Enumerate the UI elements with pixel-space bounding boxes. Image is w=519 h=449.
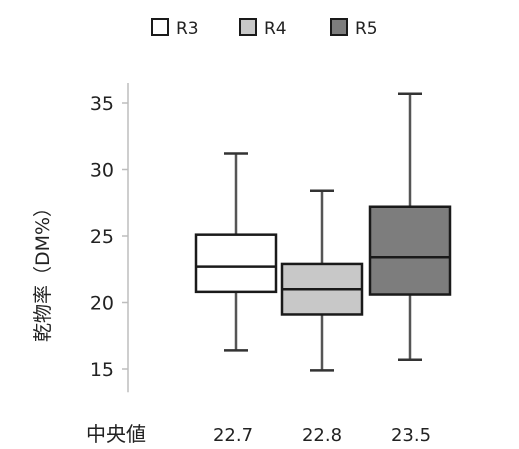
legend-label-R5: R5	[355, 19, 378, 39]
legend-item-R4: R4	[239, 18, 287, 39]
legend-swatch-R5	[330, 18, 348, 36]
median-row: 中央値 22.7 22.8 23.5	[86, 422, 431, 446]
legend-label-R4: R4	[264, 19, 287, 39]
y-tick-label-35: 35	[90, 93, 114, 115]
median-value-R4: 22.8	[302, 425, 342, 446]
y-tick-label-20: 20	[90, 293, 114, 315]
y-axis-title: 乾物率（DM%）	[32, 198, 54, 342]
legend-label-R3: R3	[176, 19, 199, 39]
legend-swatch-R3	[151, 18, 169, 36]
box-rect-R3	[194, 233, 278, 294]
median-row-label: 中央値	[86, 422, 146, 446]
y-tick-label-30: 30	[90, 160, 114, 182]
box-R5	[368, 92, 452, 361]
legend-item-R5: R5	[330, 18, 378, 39]
median-value-R5: 23.5	[391, 425, 431, 446]
y-axis: 15 20 25 30 35	[90, 83, 129, 393]
legend-item-R3: R3	[151, 18, 199, 39]
box-R4	[280, 189, 364, 372]
median-value-R3: 22.7	[213, 425, 253, 446]
box-R3	[194, 152, 278, 352]
legend-swatch-R4	[239, 18, 257, 36]
y-tick-label-15: 15	[90, 359, 114, 381]
y-tick-label-25: 25	[90, 226, 114, 248]
boxes	[194, 92, 452, 372]
legend: R3 R4 R5	[151, 18, 378, 39]
box-rect-R5	[368, 205, 452, 296]
